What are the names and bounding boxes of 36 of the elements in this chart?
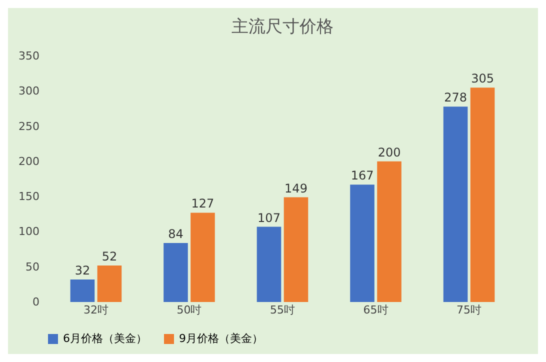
- x-tick-label: 50吋: [176, 304, 202, 316]
- x-tick-label: 32吋: [83, 304, 108, 316]
- bar: [284, 197, 308, 302]
- bar: [350, 184, 374, 302]
- data-label: 167: [350, 168, 374, 183]
- y-tick-label: 250: [18, 120, 40, 133]
- bar: [97, 265, 122, 302]
- data-label: 149: [284, 181, 308, 196]
- data-label: 278: [444, 90, 467, 105]
- bar: [70, 280, 95, 302]
- y-tick-label: 200: [18, 154, 40, 168]
- bar: [443, 106, 468, 302]
- y-tick-label: 150: [18, 190, 40, 204]
- data-label: 84: [168, 226, 184, 241]
- x-tick-label: 65吋: [363, 304, 388, 316]
- y-tick-label: 0: [32, 296, 40, 308]
- data-label: 305: [471, 72, 494, 86]
- x-tick-label: 55吋: [270, 304, 295, 316]
- data-label: 200: [378, 145, 401, 160]
- y-tick-label: 50: [26, 260, 40, 274]
- bar: [470, 88, 495, 302]
- bar: [256, 226, 282, 302]
- legend-label: 6月价格（美金）: [63, 332, 147, 345]
- chart-title: 主流尺寸价格: [232, 17, 334, 37]
- data-label: 32: [74, 264, 90, 278]
- y-tick-label: 300: [18, 84, 40, 98]
- legend-label: 9月价格（美金）: [179, 332, 263, 345]
- data-label: 127: [191, 196, 214, 211]
- bar: [190, 212, 215, 302]
- y-tick-label: 350: [18, 50, 40, 62]
- y-tick-label: 100: [18, 225, 40, 238]
- data-label: 52: [102, 249, 118, 264]
- x-tick-label: 75吋: [456, 304, 482, 316]
- bar: [164, 242, 188, 302]
- data-label: 107: [258, 210, 280, 225]
- bar: [377, 161, 402, 302]
